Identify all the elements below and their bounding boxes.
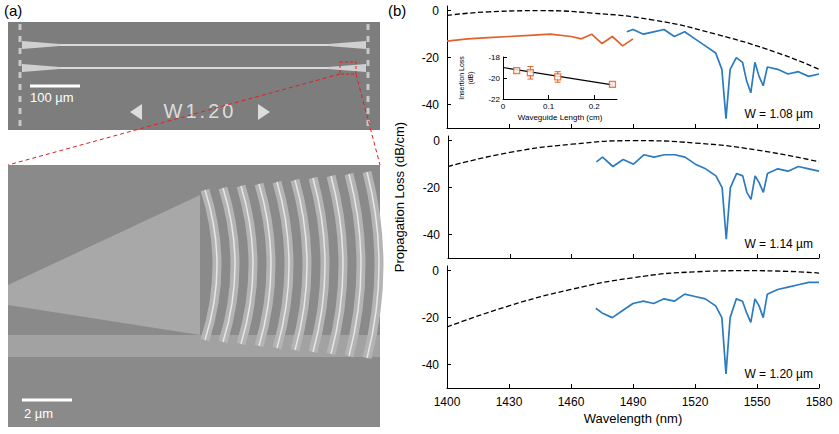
svg-text:(dB): (dB) xyxy=(467,71,475,84)
svg-text:1400: 1400 xyxy=(434,395,461,409)
svg-text:1430: 1430 xyxy=(496,395,523,409)
svg-text:Wavelength (nm): Wavelength (nm) xyxy=(584,411,683,426)
svg-text:0: 0 xyxy=(432,264,439,278)
svg-text:-40: -40 xyxy=(422,98,440,112)
svg-text:-20: -20 xyxy=(423,181,441,195)
svg-text:-40: -40 xyxy=(422,358,440,372)
svg-text:-22: -22 xyxy=(488,95,500,104)
svg-text:W = 1.08 µm: W = 1.08 µm xyxy=(744,107,813,121)
svg-text:0: 0 xyxy=(501,102,506,111)
svg-text:Insertion Loss: Insertion Loss xyxy=(458,56,465,100)
svg-text:0.1: 0.1 xyxy=(543,102,555,111)
svg-text:Propagation Loss (dB/cm): Propagation Loss (dB/cm) xyxy=(392,122,407,272)
svg-text:-40: -40 xyxy=(423,228,441,242)
svg-text:W = 1.20 µm: W = 1.20 µm xyxy=(744,367,813,381)
svg-text:0: 0 xyxy=(433,134,440,148)
svg-text:100 µm: 100 µm xyxy=(30,90,74,105)
svg-text:1490: 1490 xyxy=(620,395,647,409)
svg-text:0.2: 0.2 xyxy=(589,102,601,111)
svg-text:-18: -18 xyxy=(488,53,500,62)
svg-text:1580: 1580 xyxy=(806,395,833,409)
svg-text:1520: 1520 xyxy=(682,395,709,409)
html-text:(b): (b) xyxy=(388,2,407,19)
svg-text:W = 1.14 µm: W = 1.14 µm xyxy=(744,237,813,251)
svg-text:Waveguide Length (cm): Waveguide Length (cm) xyxy=(518,113,603,122)
svg-text:-20: -20 xyxy=(422,311,440,325)
svg-text:W1.20: W1.20 xyxy=(164,100,237,122)
svg-text:1460: 1460 xyxy=(558,395,585,409)
svg-text:1550: 1550 xyxy=(744,395,771,409)
svg-text:-20: -20 xyxy=(488,74,500,83)
svg-text:(a): (a) xyxy=(4,2,22,19)
svg-text:2 µm: 2 µm xyxy=(24,406,53,421)
svg-text:0: 0 xyxy=(432,4,439,18)
svg-text:-20: -20 xyxy=(422,51,440,65)
